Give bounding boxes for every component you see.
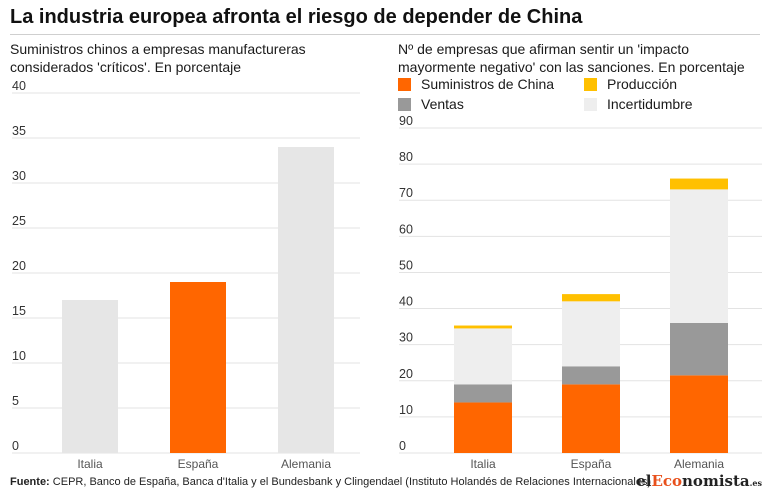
y-tick-label: 70 bbox=[399, 186, 413, 200]
legend: Suministros de China Producción Ventas I… bbox=[398, 76, 768, 116]
y-tick-label: 35 bbox=[12, 124, 26, 138]
bar-segment-produccion-espana bbox=[562, 294, 620, 302]
x-tick-label: Alemania bbox=[674, 457, 724, 471]
y-tick-label: 40 bbox=[12, 79, 26, 93]
y-tick-label: 20 bbox=[399, 367, 413, 381]
bar-espana bbox=[170, 282, 226, 453]
y-tick-label: 0 bbox=[399, 439, 406, 453]
bar-italia bbox=[62, 300, 118, 453]
title-divider bbox=[10, 34, 760, 35]
legend-label: Incertidumbre bbox=[607, 96, 693, 112]
bar-segment-ventas-alemania bbox=[670, 323, 728, 376]
y-tick-label: 40 bbox=[399, 295, 413, 309]
bar-segment-incertidumbre-italia bbox=[454, 328, 512, 385]
legend-swatch bbox=[584, 77, 597, 91]
bar-segment-ventas-italia bbox=[454, 384, 512, 403]
legend-item-incertidumbre: Incertidumbre bbox=[584, 96, 693, 112]
x-tick-label: Italia bbox=[77, 457, 103, 471]
bar-segment-suministros-de-china-alemania bbox=[670, 375, 728, 453]
y-tick-label: 30 bbox=[12, 169, 26, 183]
bar-segment-suministros-de-china-italia bbox=[454, 402, 512, 453]
right-stacked-bar-chart: 0 10 20 30 40 50 60 70 80 90 Italia España Alemania bbox=[399, 114, 762, 471]
legend-label: Producción bbox=[607, 76, 678, 92]
bar-segment-ventas-espana bbox=[562, 366, 620, 385]
legend-label: Suministros de China bbox=[421, 76, 555, 92]
y-tick-label: 25 bbox=[12, 214, 26, 228]
y-tick-label: 20 bbox=[12, 259, 26, 273]
legend-label: Ventas bbox=[421, 96, 464, 112]
legend-swatch bbox=[584, 97, 597, 111]
x-tick-label: España bbox=[571, 457, 612, 471]
bar-segment-produccion-alemania bbox=[670, 178, 728, 190]
y-tick-label: 90 bbox=[399, 114, 413, 128]
y-tick-label: 80 bbox=[399, 150, 413, 164]
y-tick-label: 30 bbox=[399, 331, 413, 345]
source-text: CEPR, Banco de España, Banca d'Italia y … bbox=[52, 476, 652, 488]
x-tick-label: Alemania bbox=[281, 457, 331, 471]
legend-swatch bbox=[398, 97, 411, 111]
left-bar-chart: 0 5 10 15 20 25 30 35 40 Italia España Alemania bbox=[12, 79, 360, 471]
bar-segment-produccion-italia bbox=[454, 325, 512, 329]
legend-item-suministros: Suministros de China bbox=[398, 76, 554, 92]
bar-segment-incertidumbre-espana bbox=[562, 301, 620, 367]
source-label: Fuente: bbox=[10, 476, 50, 488]
legend-item-produccion: Producción bbox=[584, 76, 677, 92]
bar-alemania bbox=[278, 147, 334, 453]
brand-logo: elEconomista.es bbox=[636, 472, 762, 490]
legend-item-ventas: Ventas bbox=[398, 96, 464, 112]
page-title: La industria europea afronta el riesgo d… bbox=[10, 6, 583, 28]
right-chart-subtitle: Nº de empresas que afirman sentir un 'im… bbox=[398, 41, 745, 75]
y-tick-label: 50 bbox=[399, 258, 413, 272]
y-tick-label: 15 bbox=[12, 304, 26, 318]
x-tick-label: España bbox=[178, 457, 219, 471]
y-tick-label: 60 bbox=[399, 222, 413, 236]
y-tick-label: 5 bbox=[12, 394, 19, 408]
y-tick-label: 0 bbox=[12, 439, 19, 453]
bar-segment-suministros-de-china-espana bbox=[562, 384, 620, 453]
bar-segment-incertidumbre-alemania bbox=[670, 189, 728, 323]
y-tick-label: 10 bbox=[12, 349, 26, 363]
y-tick-label: 10 bbox=[399, 403, 413, 417]
x-tick-label: Italia bbox=[470, 457, 496, 471]
left-chart-subtitle: Suministros chinos a empresas manufactur… bbox=[10, 41, 306, 75]
source-note: Fuente: CEPR, Banco de España, Banca d'I… bbox=[10, 476, 651, 488]
legend-swatch bbox=[398, 77, 411, 91]
